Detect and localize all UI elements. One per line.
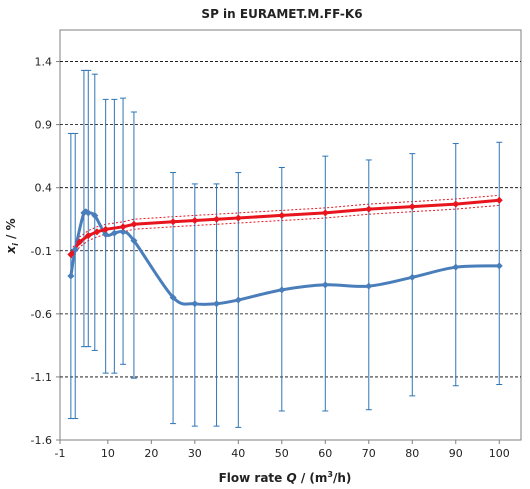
data-point (80, 209, 88, 217)
data-point (278, 211, 286, 219)
data-point (213, 215, 221, 223)
x-tick-label: 40 (231, 447, 245, 460)
data-point (67, 251, 75, 259)
band-line (70, 194, 500, 252)
data-point (365, 282, 373, 290)
y-tick-labels: 1.4 0.9 0.4 -0.1 -0.6 -1.1 -1.6 (31, 56, 52, 447)
x-tick-label: 90 (449, 447, 463, 460)
data-point (495, 262, 503, 270)
data-point (102, 230, 110, 238)
data-point (278, 286, 286, 294)
data-point (84, 209, 92, 217)
data-point (191, 300, 199, 308)
data-point (67, 272, 75, 280)
data-point (130, 220, 138, 228)
y-tick-label: -1.1 (31, 371, 52, 384)
x-tick-label: 80 (405, 447, 419, 460)
data-point (452, 263, 460, 271)
y-tick-label: -1.6 (31, 434, 52, 447)
plot-area (59, 29, 522, 441)
data-point (213, 300, 221, 308)
data-point (495, 196, 503, 204)
x-tick-labels: -1 10 20 30 40 50 60 70 80 90 100 (55, 447, 510, 460)
data-point (321, 209, 329, 217)
data-point (119, 228, 127, 236)
x-tick-label: 30 (188, 447, 202, 460)
data-point (71, 246, 79, 254)
x-tick-label: 100 (489, 447, 510, 460)
data-point (93, 228, 101, 236)
data-point (169, 293, 177, 301)
y-axis-label: xi / % (4, 218, 20, 254)
data-point (130, 237, 138, 245)
x-tick-label: 20 (144, 447, 158, 460)
data-point (169, 218, 177, 226)
y-tick-label: -0.1 (31, 245, 52, 258)
data-point (408, 203, 416, 211)
y-tick-label: -0.6 (31, 308, 52, 321)
data-point (365, 205, 373, 213)
data-point (452, 200, 460, 208)
y-tick-label: 0.9 (35, 119, 53, 132)
x-tick-label: 10 (101, 447, 115, 460)
x-tick-label: -1 (55, 447, 66, 460)
x-tick-label: 70 (362, 447, 376, 460)
data-point (234, 214, 242, 222)
data-point (119, 223, 127, 231)
x-tick-label: 50 (275, 447, 289, 460)
data-point (191, 216, 199, 224)
data-point (234, 296, 242, 304)
data-point (321, 281, 329, 289)
data-point (84, 232, 92, 240)
chart-title: SP in EURAMET.M.FF-K6 (201, 7, 362, 21)
series-markers (67, 196, 503, 308)
data-point (110, 229, 118, 237)
y-tick-label: 1.4 (35, 56, 53, 69)
data-point (76, 238, 84, 246)
data-point (91, 211, 99, 219)
x-axis-label: Flow rate Q / (m3/h) (219, 470, 352, 485)
data-point (408, 273, 416, 281)
data-point (102, 225, 110, 233)
grid-lines (56, 61, 521, 444)
y-tick-label: 0.4 (35, 182, 53, 195)
x-tick-label: 60 (318, 447, 332, 460)
